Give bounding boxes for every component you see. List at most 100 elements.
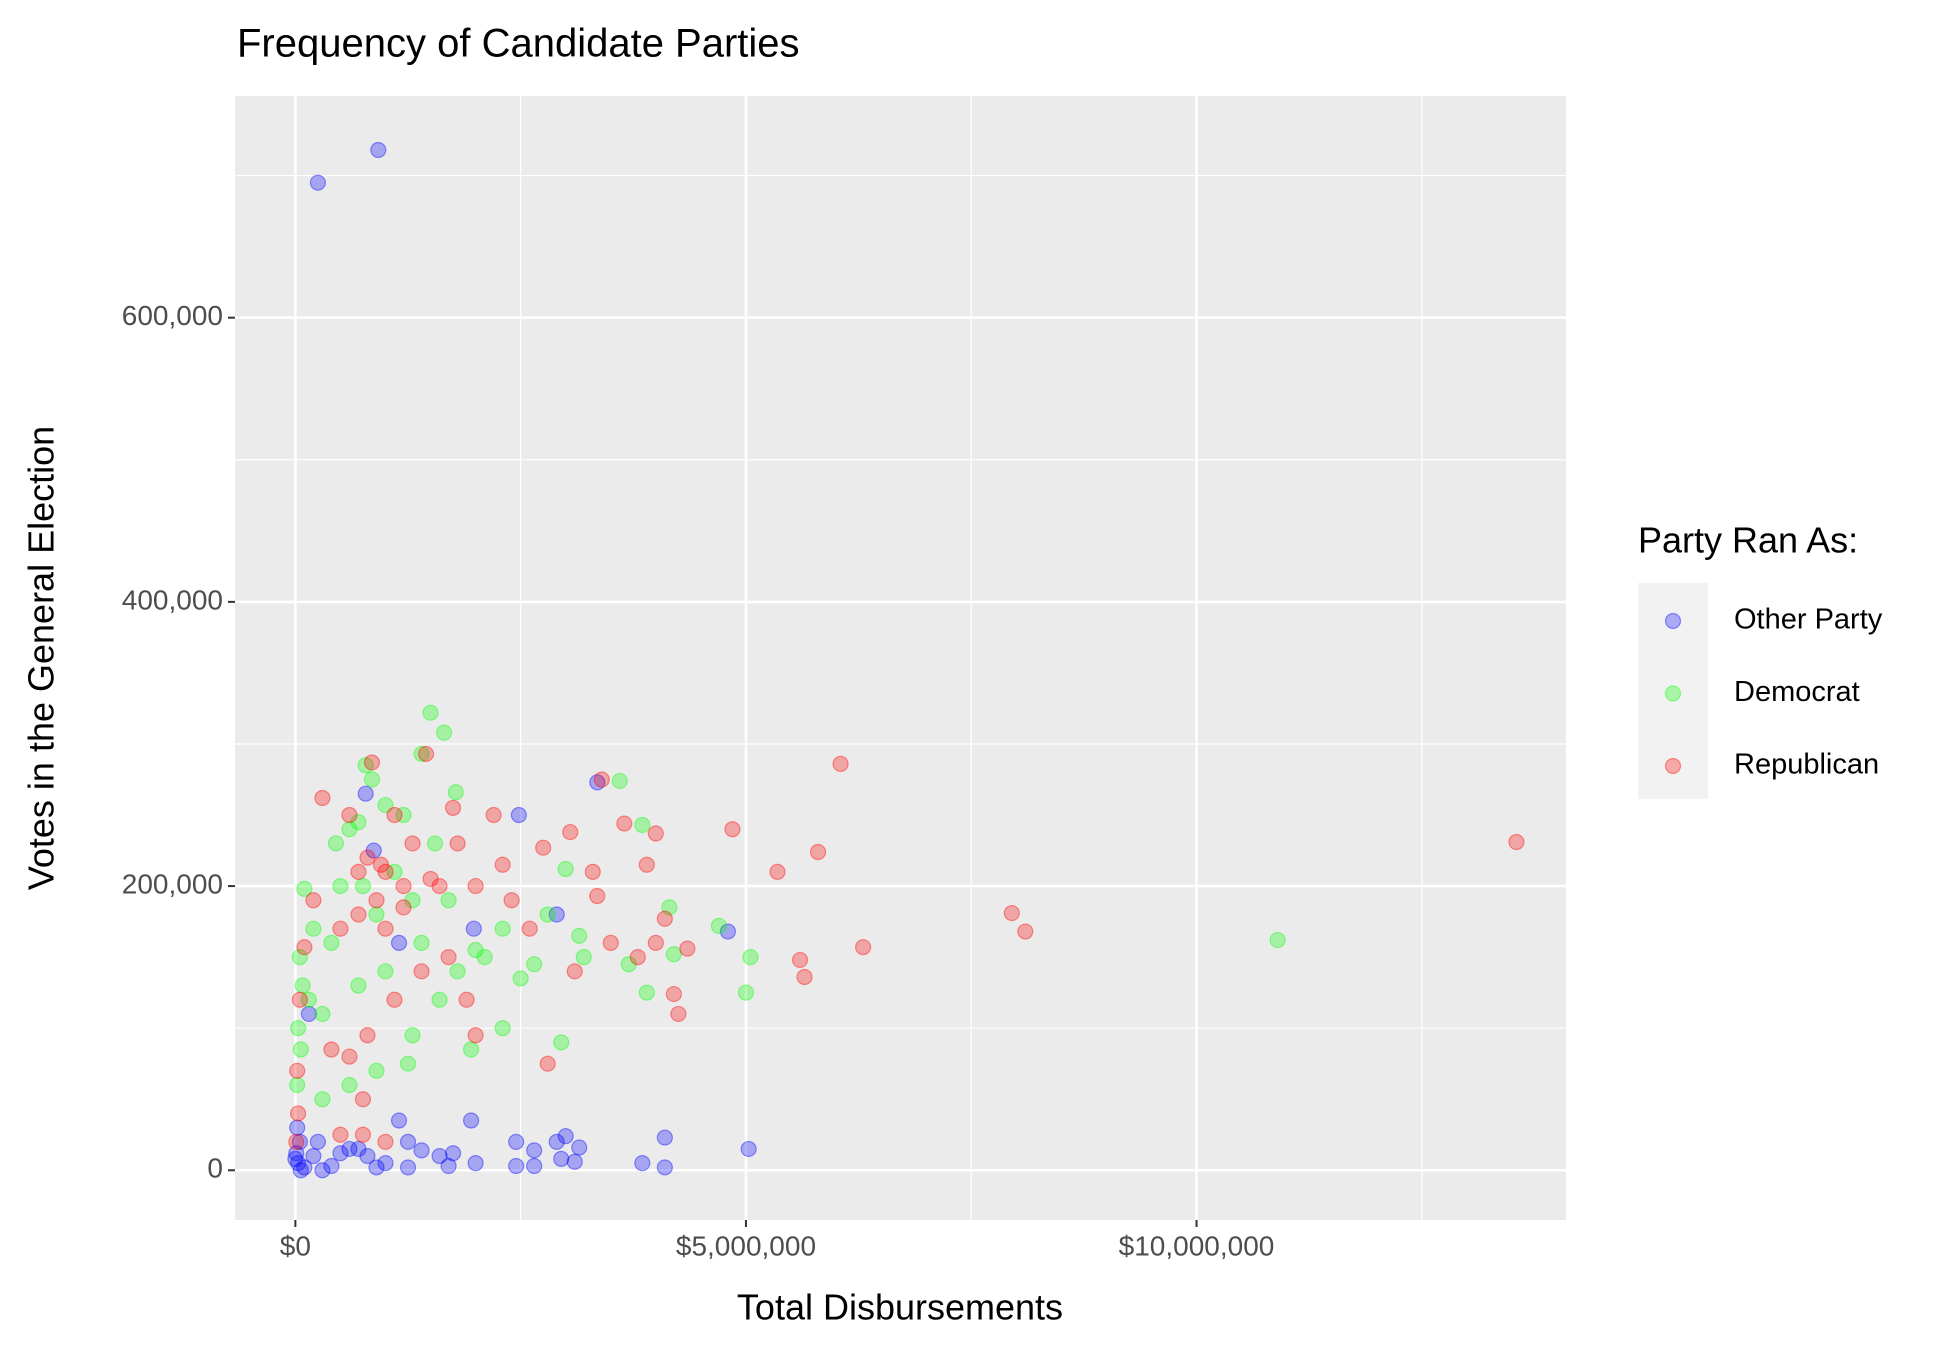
point <box>365 842 382 859</box>
point <box>323 934 340 952</box>
point <box>510 806 527 824</box>
point <box>616 815 633 832</box>
point <box>535 839 552 856</box>
point <box>494 1020 511 1037</box>
point <box>435 724 453 741</box>
point <box>742 949 759 966</box>
point <box>354 1126 372 1143</box>
point <box>539 1055 556 1072</box>
point <box>399 1133 417 1150</box>
point <box>359 1147 376 1165</box>
point <box>289 1062 306 1079</box>
point <box>449 963 466 980</box>
legend-label: Democrat <box>1734 676 1860 708</box>
point <box>855 939 872 956</box>
point <box>548 906 565 923</box>
point <box>314 789 331 807</box>
point <box>562 823 579 841</box>
point <box>548 1133 565 1150</box>
point <box>566 963 583 980</box>
point <box>377 1155 394 1172</box>
point <box>526 1142 543 1159</box>
point <box>386 991 403 1008</box>
point <box>368 1062 385 1079</box>
point <box>332 920 349 937</box>
point <box>350 1140 367 1158</box>
point <box>314 1091 331 1108</box>
point <box>656 1159 673 1176</box>
point <box>508 1133 525 1150</box>
point <box>521 920 538 937</box>
point <box>670 1005 687 1023</box>
point <box>377 963 394 980</box>
legend-key <box>1664 757 1682 775</box>
point <box>350 977 367 994</box>
point <box>350 906 367 923</box>
y-tick-label: 0 <box>207 1153 223 1184</box>
point <box>370 141 387 159</box>
point <box>656 910 673 927</box>
point <box>589 774 606 791</box>
x-tick-label: $5,000,000 <box>676 1230 816 1261</box>
point <box>289 1020 307 1037</box>
point <box>341 1076 358 1094</box>
point <box>467 941 484 959</box>
point <box>629 949 646 966</box>
point <box>1017 923 1034 940</box>
point <box>386 806 403 824</box>
point <box>740 1140 757 1158</box>
point <box>314 1162 331 1179</box>
point <box>399 1159 417 1176</box>
point <box>512 970 529 987</box>
point <box>467 877 484 895</box>
point <box>404 892 421 909</box>
point <box>413 745 430 763</box>
series-points <box>288 745 1525 1150</box>
point <box>300 991 317 1008</box>
point <box>289 1155 307 1172</box>
point <box>557 1128 574 1145</box>
point <box>444 799 462 817</box>
point <box>341 806 358 824</box>
legend-title: Party Ran As: <box>1638 520 1858 561</box>
legend-key <box>1664 685 1682 702</box>
point <box>656 1129 673 1146</box>
point <box>327 835 345 852</box>
point <box>413 1142 430 1159</box>
point <box>377 863 394 880</box>
point <box>665 946 682 963</box>
x-tick-label: $0 <box>280 1230 311 1261</box>
point <box>377 1133 394 1150</box>
y-axis-title: Votes in the General Election <box>21 426 62 890</box>
point <box>368 906 385 923</box>
point <box>440 1157 457 1175</box>
point <box>494 856 511 873</box>
point <box>589 887 606 905</box>
point <box>341 821 358 838</box>
point <box>1269 931 1286 949</box>
point <box>508 1157 525 1175</box>
point <box>503 892 520 909</box>
point <box>363 754 381 771</box>
point <box>638 856 655 873</box>
point <box>350 814 367 831</box>
point <box>710 917 728 934</box>
point <box>796 968 813 986</box>
y-tick-label: 200,000 <box>122 868 223 899</box>
point <box>390 934 408 952</box>
point <box>309 174 327 191</box>
point <box>526 956 543 973</box>
point <box>431 1147 448 1165</box>
point <box>305 920 322 937</box>
point <box>399 1055 417 1072</box>
point <box>395 806 412 824</box>
point <box>665 985 682 1003</box>
point <box>292 1041 309 1058</box>
point <box>289 1105 307 1122</box>
point <box>363 771 381 788</box>
point <box>719 923 737 940</box>
point <box>314 1005 331 1023</box>
y-tick-label: 600,000 <box>122 300 223 331</box>
point <box>431 991 448 1008</box>
